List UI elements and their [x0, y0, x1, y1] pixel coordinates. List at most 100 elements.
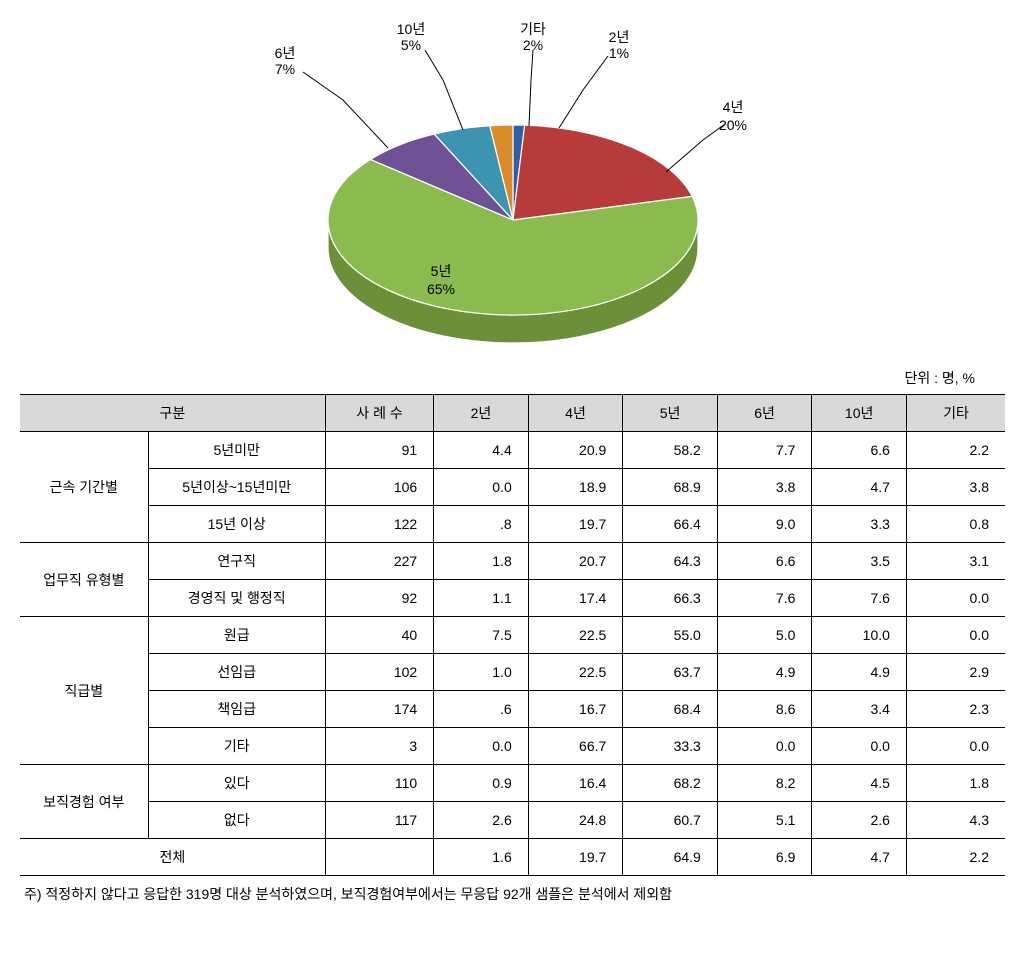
leader-line [303, 72, 388, 148]
data-cell: 55.0 [623, 617, 718, 654]
data-cell: 4.5 [812, 765, 907, 802]
data-cell: 68.2 [623, 765, 718, 802]
data-cell: 7.6 [717, 580, 812, 617]
pie-slice-label: 기타 [520, 21, 546, 37]
footnote: 주) 적정하지 않다고 응답한 319명 대상 분석하였으며, 보직경험여부에서… [20, 884, 1005, 904]
table-row: 직급별원급407.522.555.05.010.00.0 [20, 617, 1005, 654]
data-cell: .8 [434, 506, 529, 543]
data-cell: 4.3 [906, 802, 1005, 839]
pie-slice-percent: 1% [608, 45, 628, 61]
group-label-cell: 직급별 [20, 617, 148, 765]
data-cell: 4.4 [434, 432, 529, 469]
row-label-cell: 없다 [148, 802, 325, 839]
total-row: 전체1.619.764.96.94.72.2 [20, 839, 1005, 876]
pie-slice-percent: 2% [522, 37, 542, 53]
data-cell: 7.6 [812, 580, 907, 617]
table-header-row: 구분사 례 수2년4년5년6년10년기타 [20, 395, 1005, 432]
row-label-cell: 5년미만 [148, 432, 325, 469]
data-cell: 10.0 [812, 617, 907, 654]
row-label-cell: 연구직 [148, 543, 325, 580]
data-cell: 0.0 [906, 617, 1005, 654]
data-cell: 6.9 [717, 839, 812, 876]
data-cell: 3.8 [717, 469, 812, 506]
table-header-cell: 10년 [812, 395, 907, 432]
table-row: 기타30.066.733.30.00.00.0 [20, 728, 1005, 765]
data-cell: 3.1 [906, 543, 1005, 580]
data-cell: 117 [325, 802, 433, 839]
row-label-cell: 책임급 [148, 691, 325, 728]
data-cell: 66.3 [623, 580, 718, 617]
table-header-cell: 사 례 수 [325, 395, 433, 432]
data-cell: 3.4 [812, 691, 907, 728]
data-cell: 0.0 [906, 580, 1005, 617]
pie-slice-percent: 5% [400, 37, 420, 53]
data-cell: 6.6 [717, 543, 812, 580]
data-cell: 0.0 [434, 728, 529, 765]
data-cell: 24.8 [528, 802, 623, 839]
table-header-cell: 6년 [717, 395, 812, 432]
leader-line [529, 50, 533, 126]
leader-line [559, 56, 608, 128]
pie-slice-percent: 65% [426, 281, 454, 297]
data-cell: 2.3 [906, 691, 1005, 728]
table-row: 근속 기간별5년미만914.420.958.27.76.62.2 [20, 432, 1005, 469]
data-cell: 9.0 [717, 506, 812, 543]
group-label-cell: 근속 기간별 [20, 432, 148, 543]
table-header-cell: 기타 [906, 395, 1005, 432]
data-cell: 2.9 [906, 654, 1005, 691]
group-label-cell: 보직경험 여부 [20, 765, 148, 839]
data-cell: 6.6 [812, 432, 907, 469]
table-row: 15년 이상122.819.766.49.03.30.8 [20, 506, 1005, 543]
table-header-cell: 4년 [528, 395, 623, 432]
data-cell: 5.1 [717, 802, 812, 839]
data-cell: 19.7 [528, 506, 623, 543]
data-cell: 40 [325, 617, 433, 654]
data-cell: 16.4 [528, 765, 623, 802]
data-cell: 68.9 [623, 469, 718, 506]
row-label-cell: 15년 이상 [148, 506, 325, 543]
data-cell: 20.9 [528, 432, 623, 469]
table-row: 선임급1021.022.563.74.94.92.9 [20, 654, 1005, 691]
data-cell: 7.7 [717, 432, 812, 469]
data-cell: 0.0 [717, 728, 812, 765]
data-cell: 58.2 [623, 432, 718, 469]
data-cell [325, 839, 433, 876]
data-cell: 110 [325, 765, 433, 802]
pie-chart-container: 2년1%4년20%5년65%6년7%10년5%기타2% [20, 20, 1005, 360]
data-cell: 4.9 [812, 654, 907, 691]
data-cell: 0.9 [434, 765, 529, 802]
data-cell: 0.0 [812, 728, 907, 765]
data-cell: 0.8 [906, 506, 1005, 543]
row-label-cell: 5년이상~15년미만 [148, 469, 325, 506]
data-cell: 122 [325, 506, 433, 543]
data-cell: 0.0 [434, 469, 529, 506]
data-cell: 3.3 [812, 506, 907, 543]
data-cell: 60.7 [623, 802, 718, 839]
data-cell: 2.2 [906, 839, 1005, 876]
data-cell: 68.4 [623, 691, 718, 728]
table-header-cell: 구분 [20, 395, 325, 432]
data-cell: 0.0 [906, 728, 1005, 765]
table-row: 보직경험 여부있다1100.916.468.28.24.51.8 [20, 765, 1005, 802]
data-cell: 4.7 [812, 839, 907, 876]
data-cell: 22.5 [528, 617, 623, 654]
data-cell: 3 [325, 728, 433, 765]
data-cell: .6 [434, 691, 529, 728]
row-label-cell: 기타 [148, 728, 325, 765]
table-row: 책임급174.616.768.48.63.42.3 [20, 691, 1005, 728]
data-cell: 1.6 [434, 839, 529, 876]
data-cell: 174 [325, 691, 433, 728]
leader-line [666, 124, 725, 172]
data-cell: 66.4 [623, 506, 718, 543]
data-cell: 92 [325, 580, 433, 617]
table-row: 업무직 유형별연구직2271.820.764.36.63.53.1 [20, 543, 1005, 580]
pie-slice-percent: 20% [718, 117, 746, 133]
data-cell: 16.7 [528, 691, 623, 728]
data-cell: 4.9 [717, 654, 812, 691]
data-cell: 64.3 [623, 543, 718, 580]
total-label-cell: 전체 [20, 839, 325, 876]
pie-slice-label: 4년 [722, 99, 743, 115]
row-label-cell: 선임급 [148, 654, 325, 691]
data-cell: 8.2 [717, 765, 812, 802]
data-cell: 1.8 [906, 765, 1005, 802]
